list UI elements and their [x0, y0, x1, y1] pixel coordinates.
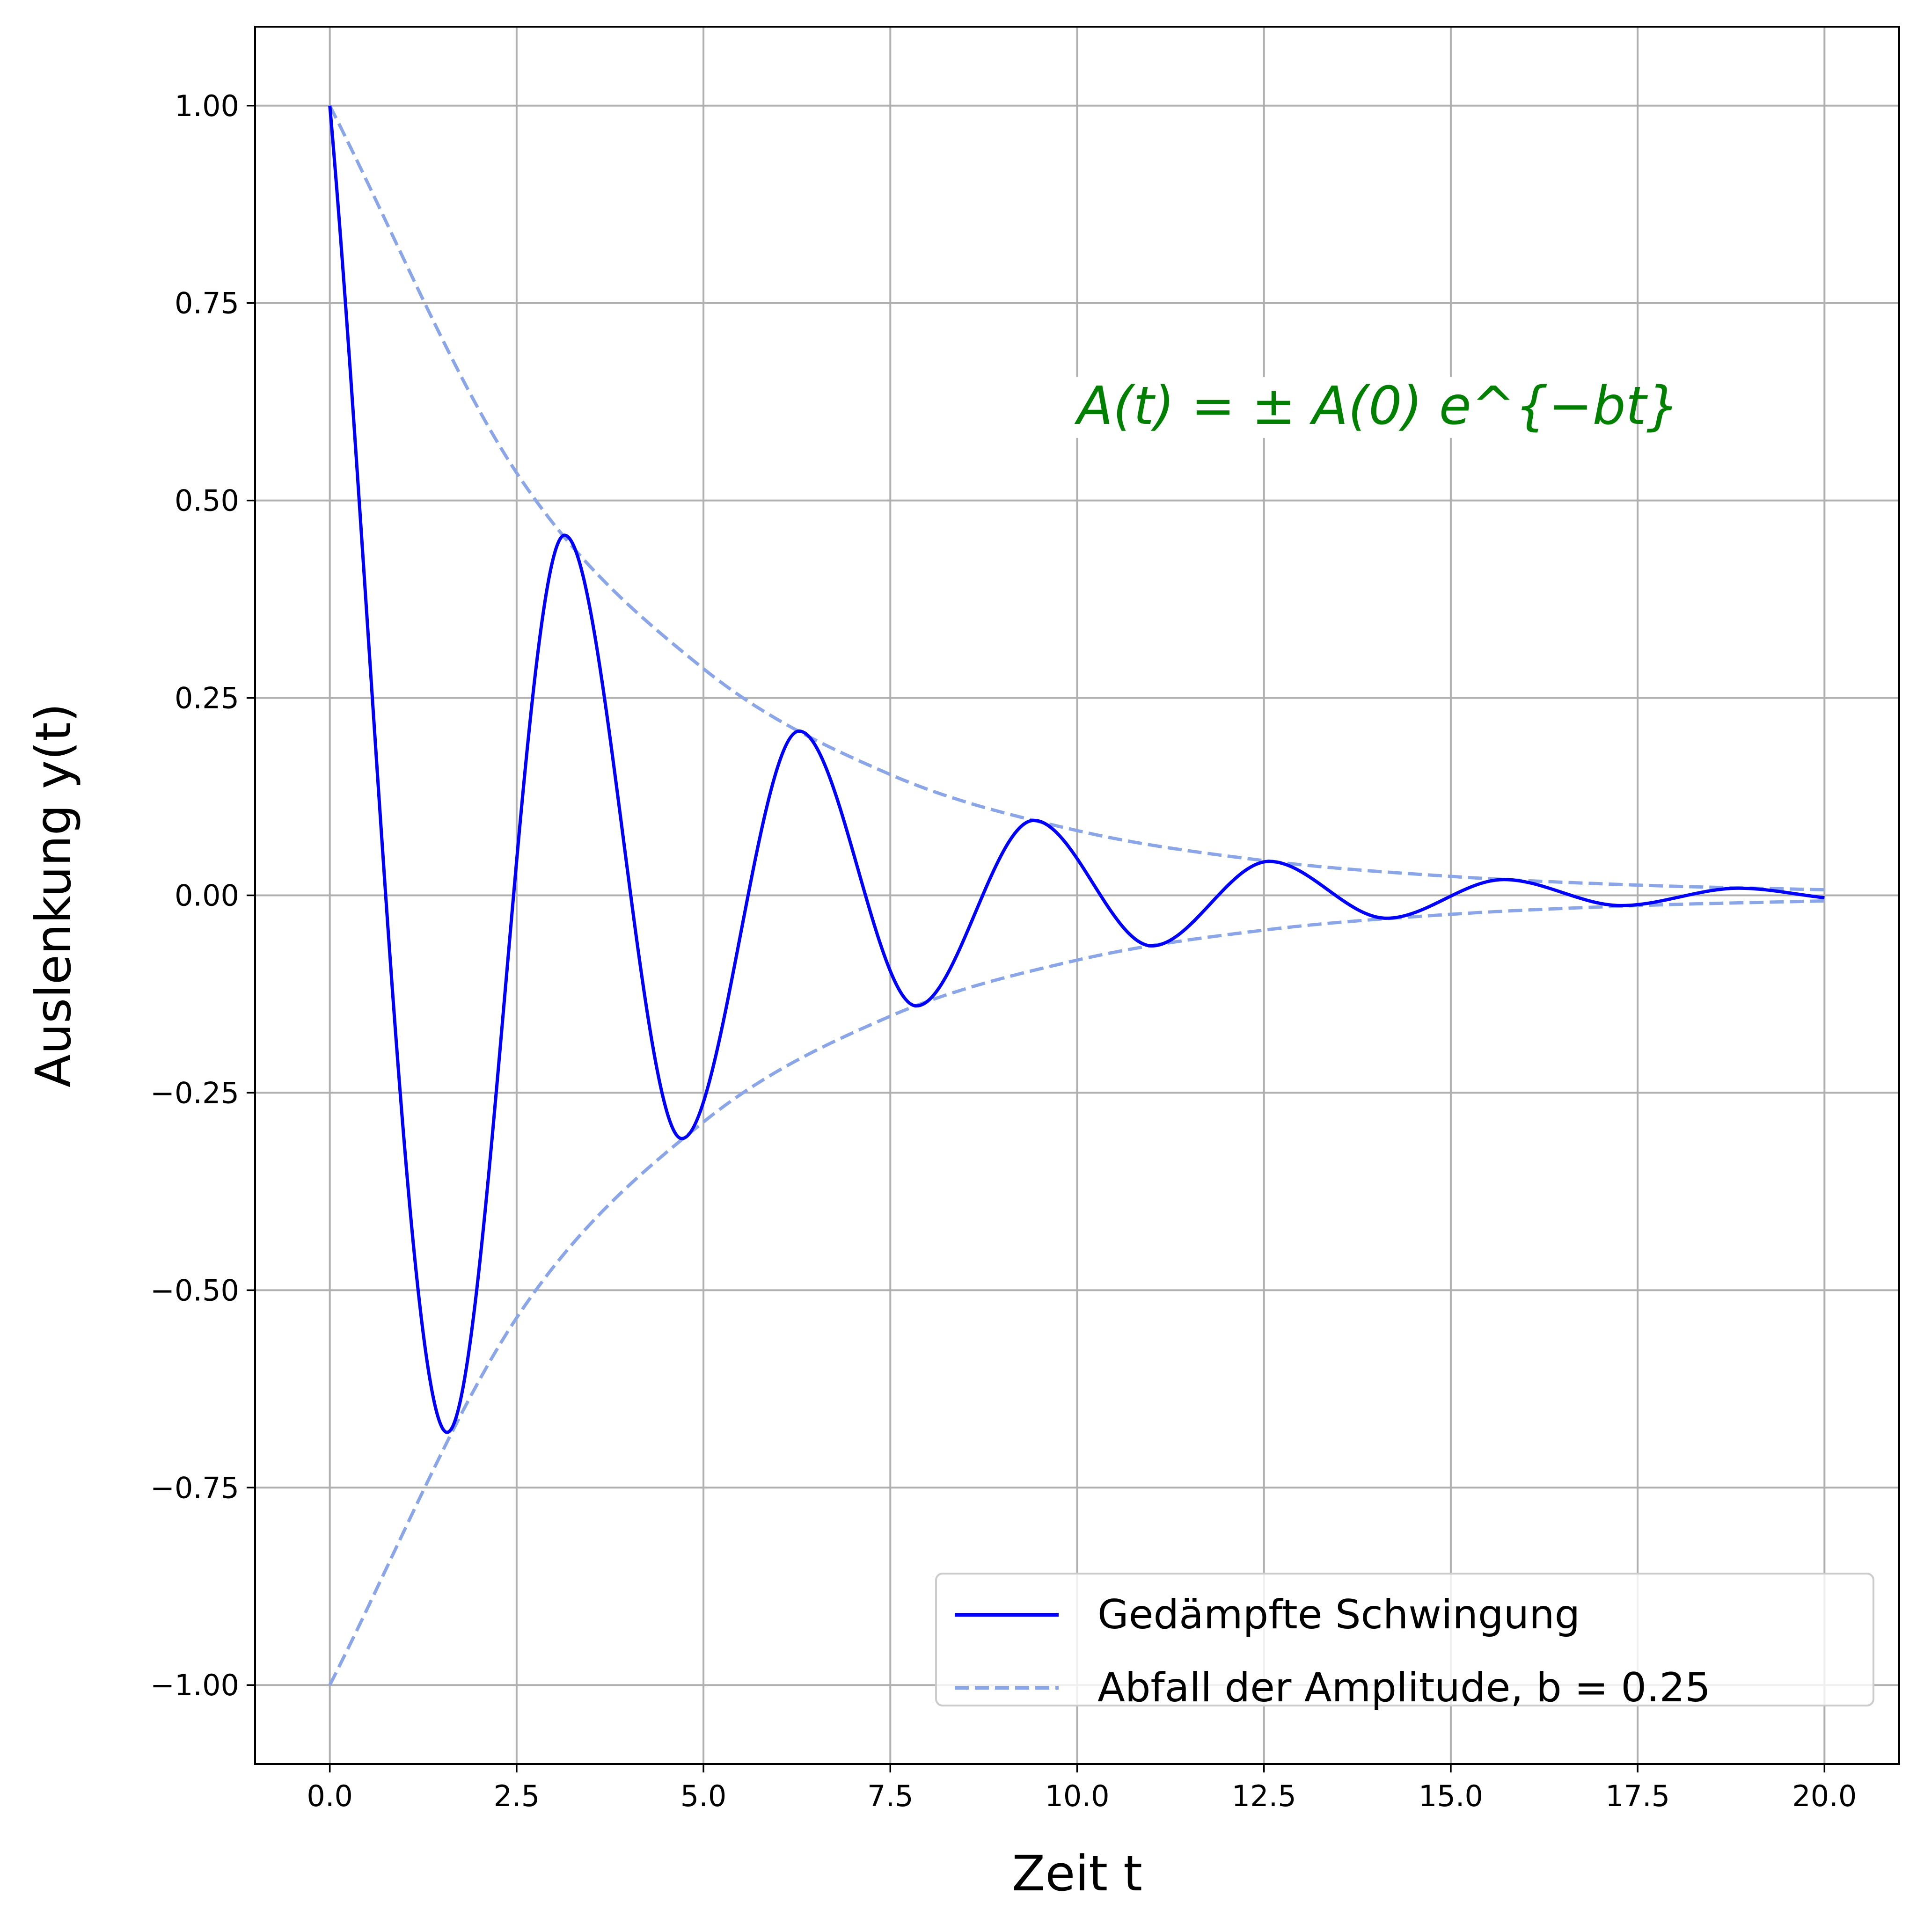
- formula-annotation-background: [1072, 377, 1625, 438]
- grid: [255, 27, 1899, 1764]
- formula-annotation: A(t) = ± A(0) e^{−bt}: [1072, 376, 1680, 438]
- y-tick-label: −1.00: [150, 1668, 239, 1702]
- legend-label-damped: Gedämpfte Schwingung: [1097, 1591, 1580, 1638]
- y-tick-label: 0.50: [175, 484, 239, 518]
- y-tick-label: −0.50: [150, 1273, 239, 1307]
- x-tick-label: 7.5: [867, 1779, 914, 1813]
- y-tick-label: −0.25: [150, 1076, 239, 1110]
- x-tick-label: 2.5: [494, 1779, 540, 1813]
- formula-annotation-text: A(t) = ± A(0) e^{−bt}: [1075, 376, 1680, 437]
- y-tick-label: 0.75: [175, 286, 239, 321]
- legend-box: [935, 1573, 1874, 1706]
- series-upper-envelope: [328, 105, 1825, 892]
- y-tick-label: 0.00: [175, 879, 239, 913]
- y-tick-label: 1.00: [175, 89, 239, 123]
- y-tick-label: 0.25: [175, 681, 239, 715]
- x-axis-label: Zeit t: [1012, 1845, 1142, 1902]
- x-tick-label: 10.0: [1045, 1779, 1109, 1813]
- x-tick-label: 17.5: [1605, 1779, 1670, 1813]
- y-tick-label: −0.75: [150, 1471, 239, 1505]
- x-tick-label: 5.0: [680, 1779, 727, 1813]
- axis-ticks: 0.0 2.5 5.0 7.5 10.0 12.5 15.0 17.5 20.0 1.00 0.75…: [150, 89, 1857, 1813]
- x-tick-label: 12.5: [1232, 1779, 1296, 1813]
- series-lower-envelope: [328, 899, 1825, 1686]
- legend: Gedämpfte Schwingung Abfall der Amplitud…: [935, 1573, 1874, 1711]
- legend-label-amplitude: Abfall der Amplitude, b = 0.25: [1097, 1664, 1711, 1711]
- x-tick-label: 0.0: [307, 1779, 353, 1813]
- y-axis-label: Auslenkung y(t): [25, 703, 82, 1087]
- x-tick-label: 20.0: [1792, 1779, 1857, 1813]
- series-damped-oscillation: [328, 105, 1825, 1434]
- series-lines: [328, 105, 1825, 1686]
- x-tick-label: 15.0: [1419, 1779, 1483, 1813]
